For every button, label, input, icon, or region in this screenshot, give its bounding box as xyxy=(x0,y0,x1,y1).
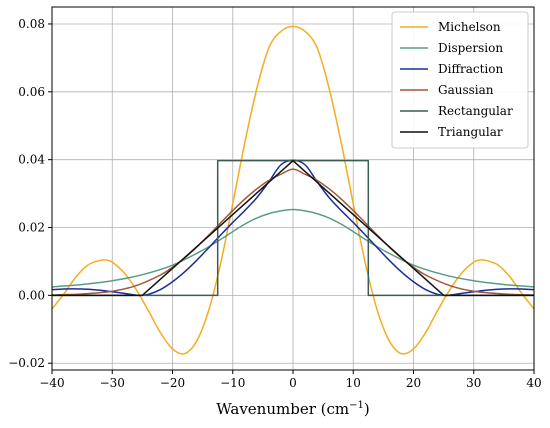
legend-label: Dispersion xyxy=(438,41,503,55)
legend-box xyxy=(391,11,529,149)
x-ticks: −40 −30 −20 −10 0 10 20 30 40 xyxy=(39,370,542,390)
legend-entry-diffraction: Diffraction xyxy=(400,62,503,76)
x-tick-label: −20 xyxy=(160,376,185,390)
x-axis-title: Wavenumber (cm−1) xyxy=(216,400,369,418)
y-tick-label: 0.08 xyxy=(18,17,45,31)
x-tick-label: −10 xyxy=(220,376,245,390)
legend-entry-triangular: Triangular xyxy=(400,125,503,139)
x-tick-label: 30 xyxy=(466,376,481,390)
x-tick-label: −30 xyxy=(100,376,125,390)
legend-entry-gaussian: Gaussian xyxy=(400,83,494,97)
legend-entry-dispersion: Dispersion xyxy=(400,41,503,55)
x-tick-label: 0 xyxy=(289,376,297,390)
series-line-triangular xyxy=(52,159,534,297)
x-tick-label: −40 xyxy=(39,376,64,390)
y-tick-label: 0.00 xyxy=(18,288,45,302)
series-line-michelson xyxy=(51,25,535,355)
x-tick-label: 10 xyxy=(346,376,361,390)
series-line-gaussian xyxy=(51,168,535,296)
legend-label: Diffraction xyxy=(438,62,503,76)
y-tick-label: −0.02 xyxy=(8,356,45,370)
y-tick-label: 0.04 xyxy=(18,153,45,167)
x-axis-title-close: ) xyxy=(364,400,370,418)
x-axis-title-main: Wavenumber (cm xyxy=(216,400,349,418)
y-tick-label: 0.02 xyxy=(18,221,45,235)
y-ticks: −0.02 0.00 0.02 0.04 0.06 0.08 xyxy=(8,17,52,370)
legend-entry-michelson: Michelson xyxy=(400,20,501,34)
legend-label: Triangular xyxy=(438,125,503,139)
plot-lines xyxy=(51,25,535,355)
x-tick-label: 20 xyxy=(406,376,421,390)
x-axis-title-sup: −1 xyxy=(349,400,364,411)
series-line-dispersion xyxy=(51,208,535,288)
legend-label: Rectangular xyxy=(438,104,513,118)
x-tick-label: 40 xyxy=(526,376,541,390)
legend-label: Michelson xyxy=(438,20,501,34)
legend: Michelson Dispersion Diffraction Gaussian Re… xyxy=(391,11,529,149)
legend-label: Gaussian xyxy=(438,83,494,97)
legend-entry-rectangular: Rectangular xyxy=(400,104,513,118)
y-tick-label: 0.06 xyxy=(18,85,45,99)
